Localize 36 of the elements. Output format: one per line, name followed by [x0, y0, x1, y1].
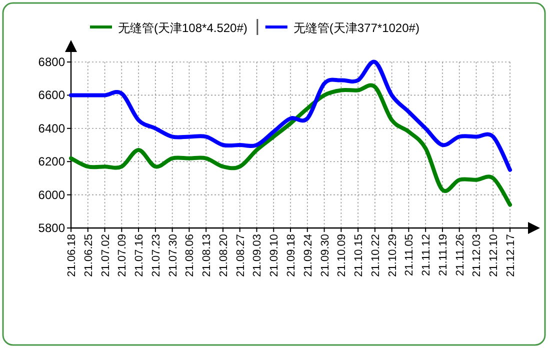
legend-label: 无缝管(天津377*1020#) — [293, 21, 420, 35]
x-tick-label: 21.08.20 — [218, 234, 230, 277]
x-tick-label: 21.08.06 — [184, 234, 196, 277]
x-tick-label: 21.07.09 — [116, 234, 129, 277]
x-tick-label: 21.07.23 — [150, 234, 162, 277]
x-tick-label: 21.10.29 — [386, 234, 399, 277]
y-tick-label: 6600 — [38, 88, 66, 102]
x-tick-label: 21.07.16 — [134, 234, 146, 277]
x-tick-label: 21.10.09 — [336, 234, 348, 277]
x-tick-label: 21.10.15 — [353, 234, 366, 277]
line-series — [69, 84, 512, 207]
x-tick-label: 21.06.25 — [82, 234, 95, 277]
x-tick-label: 21.12.10 — [488, 234, 500, 277]
legend-label: 无缝管(天津108*4.520#) — [118, 21, 248, 35]
x-tick-label: 21.07.30 — [167, 234, 180, 277]
x-tick-label: 21.12.03 — [471, 234, 484, 277]
y-tick-label: 6400 — [38, 121, 66, 136]
x-tick-label: 21.11.05 — [404, 234, 416, 276]
x-tick-label: 21.08.27 — [234, 234, 247, 277]
y-tick-label: 5800 — [38, 221, 66, 235]
x-tick-label: 21.09.18 — [286, 234, 298, 277]
y-tick-label: 6000 — [38, 188, 66, 202]
x-tick-label: 21.09.30 — [319, 234, 332, 277]
x-tick-label: 21.07.02 — [100, 234, 112, 277]
x-tick-label: 21.08.13 — [201, 234, 214, 277]
x-tick-label: 21.10.22 — [370, 234, 382, 277]
x-tick-label: 21.12.17 — [505, 234, 517, 277]
y-tick-label: 6200 — [38, 154, 66, 169]
x-tick-label: 21.11.12 — [420, 234, 433, 276]
x-tick-label: 21.11.19 — [437, 234, 450, 276]
x-tick-label: 21.06.18 — [66, 234, 78, 277]
x-tick-label: 21.09.03 — [252, 234, 264, 277]
y-tick-label: 6800 — [38, 55, 66, 69]
x-tick-label: 21.11.26 — [454, 234, 466, 276]
x-tick-label: 21.09.24 — [302, 234, 314, 277]
x-tick-label: 21.09.10 — [268, 234, 281, 277]
